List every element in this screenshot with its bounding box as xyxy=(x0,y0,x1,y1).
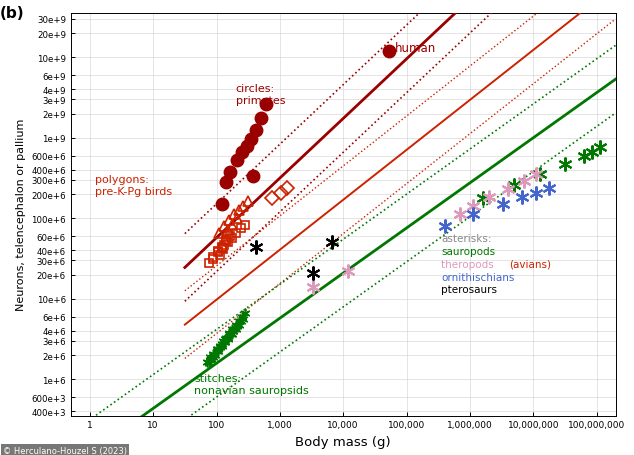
Text: sauropods: sauropods xyxy=(441,246,496,256)
Text: asterisks:: asterisks: xyxy=(441,233,492,243)
Text: ornithischians: ornithischians xyxy=(441,272,515,282)
Text: stitches:
nonavian sauropsids: stitches: nonavian sauropsids xyxy=(195,373,309,395)
Text: © Herculano-Houzel S (2023): © Herculano-Houzel S (2023) xyxy=(3,446,127,455)
Text: (avians): (avians) xyxy=(509,259,551,269)
Text: pterosaurs: pterosaurs xyxy=(441,285,498,295)
Text: polygons:
pre-K-Pg birds: polygons: pre-K-Pg birds xyxy=(95,175,172,197)
Y-axis label: Neurons, telencephalon or pallium: Neurons, telencephalon or pallium xyxy=(16,119,26,311)
Text: (b): (b) xyxy=(0,6,25,21)
X-axis label: Body mass (g): Body mass (g) xyxy=(295,435,391,448)
Text: circles:
primates: circles: primates xyxy=(235,84,285,106)
Text: human: human xyxy=(395,42,436,55)
Text: theropods: theropods xyxy=(441,259,498,269)
